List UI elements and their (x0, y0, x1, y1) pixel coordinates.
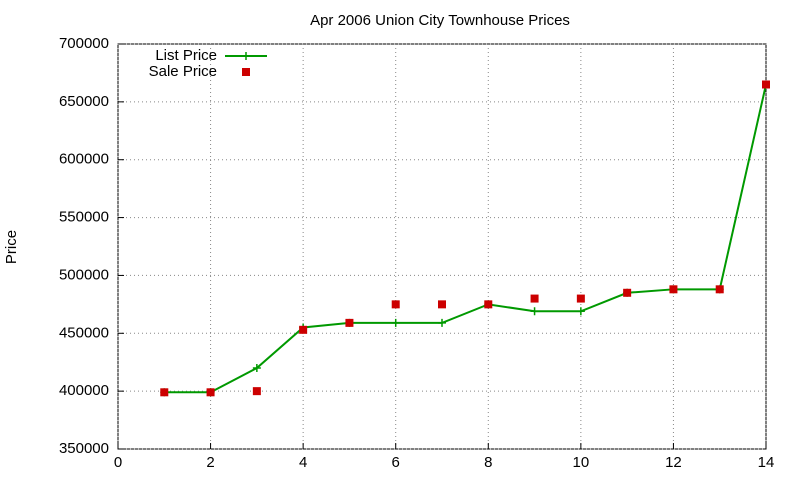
y-tick-label: 650000 (59, 93, 109, 110)
data-point (530, 294, 539, 303)
series-line (164, 84, 767, 394)
y-tick-label: 550000 (59, 209, 109, 226)
data-point (391, 300, 400, 309)
data-point (762, 80, 770, 89)
data-point (299, 325, 308, 334)
y-tick-label: 400000 (59, 382, 109, 399)
y-tick-label: 700000 (59, 35, 109, 52)
y-tick-label: 600000 (59, 151, 109, 168)
data-point (252, 387, 261, 396)
chart-title: Apr 2006 Union City Townhouse Prices (310, 12, 570, 29)
data-point (623, 288, 632, 297)
data-point (669, 285, 678, 294)
x-tick-label: 12 (665, 454, 682, 471)
data-point (252, 364, 261, 372)
x-tick-label: 14 (758, 454, 775, 471)
plot-frame (117, 43, 767, 450)
x-tick-label: 10 (573, 454, 590, 471)
data-point (576, 294, 585, 303)
data-point (160, 388, 169, 397)
y-axis-label: Price (3, 230, 20, 264)
data-point (438, 300, 446, 309)
data-point (715, 285, 724, 294)
y-tick-label: 500000 (59, 266, 109, 283)
data-point (530, 307, 539, 316)
legend-label: List Price (155, 47, 217, 64)
legend-marker (242, 68, 250, 76)
data-point (484, 300, 493, 309)
x-tick-label: 2 (206, 454, 214, 471)
data-point (206, 388, 215, 397)
data-point (391, 318, 400, 327)
x-tick-label: 6 (392, 454, 400, 471)
y-tick-label: 450000 (59, 324, 109, 341)
x-tick-label: 0 (114, 454, 122, 471)
y-tick-label: 350000 (59, 440, 109, 457)
data-point (576, 307, 585, 316)
x-tick-label: 8 (484, 454, 492, 471)
legend-marker (242, 52, 250, 60)
legend-label: Sale Price (149, 63, 217, 80)
x-tick-label: 4 (299, 454, 307, 471)
data-point (345, 318, 354, 327)
data-point (438, 318, 446, 327)
